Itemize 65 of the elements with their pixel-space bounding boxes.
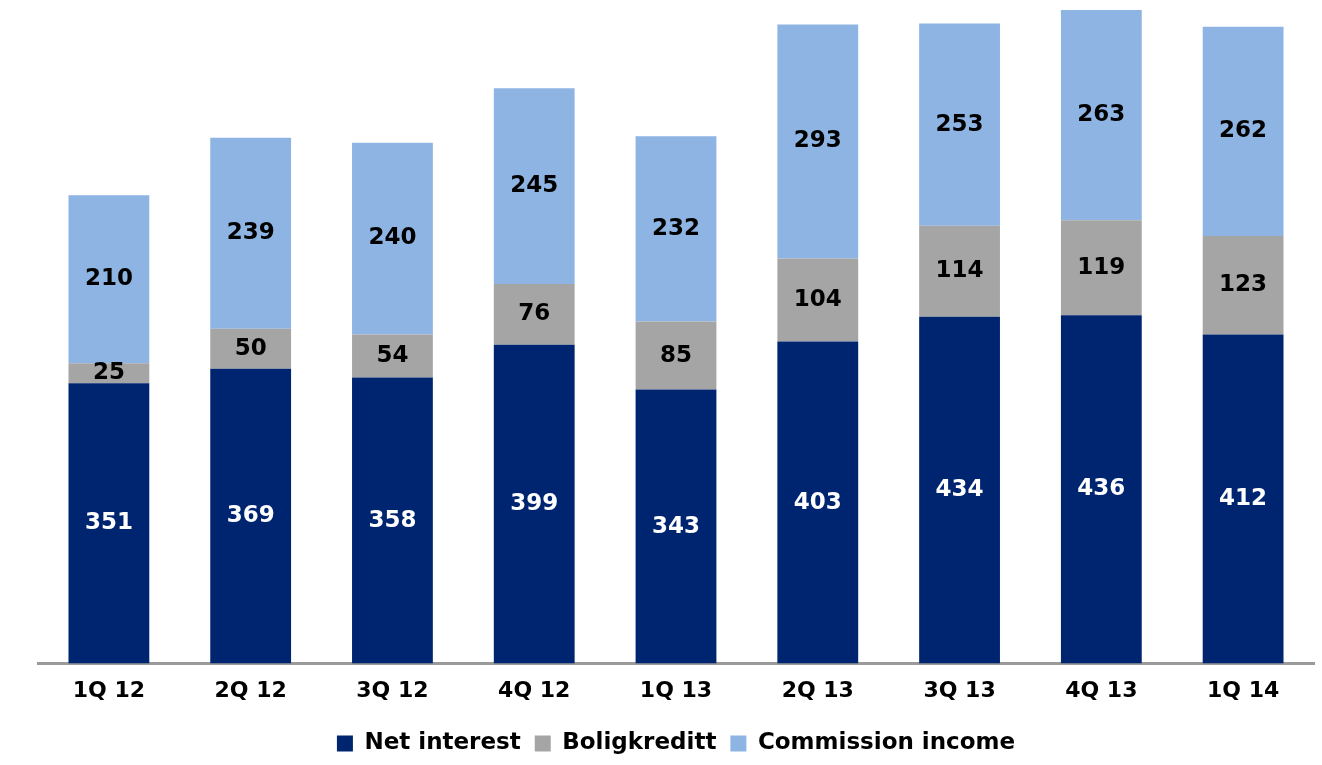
- data-label: 343: [651, 511, 701, 538]
- data-label: 434: [935, 475, 984, 502]
- bar: [68, 195, 150, 364]
- data-label: 436: [1077, 474, 1126, 501]
- data-label: 104: [793, 285, 842, 312]
- legend-label: Net interest: [364, 728, 521, 755]
- bar: [210, 368, 292, 664]
- bar: [777, 24, 859, 259]
- bar: [919, 23, 1000, 226]
- data-label: 123: [1219, 270, 1268, 297]
- data-label: 412: [1219, 483, 1268, 510]
- data-label: 210: [84, 264, 133, 291]
- bar: [1060, 220, 1142, 316]
- bar: [635, 136, 717, 322]
- data-label: 119: [1077, 252, 1126, 279]
- data-label: 358: [368, 505, 417, 532]
- data-label: 403: [793, 487, 842, 514]
- x-tick-label: 2Q 12: [214, 676, 287, 702]
- data-label: 239: [226, 218, 275, 245]
- data-label: 240: [368, 223, 417, 250]
- bar: [1060, 315, 1142, 664]
- bar: [1202, 236, 1284, 335]
- data-label: 25: [92, 358, 125, 385]
- bar: [68, 383, 150, 664]
- x-tick-label: 1Q 14: [1206, 676, 1280, 702]
- bar: [210, 328, 292, 369]
- data-label: 76: [518, 299, 551, 326]
- bar: [635, 321, 717, 390]
- bar: [635, 389, 717, 664]
- bar: [352, 334, 433, 378]
- bar: [1202, 26, 1284, 237]
- x-tick-label: 2Q 13: [781, 676, 854, 702]
- x-tick-label: 4Q 12: [498, 676, 571, 702]
- data-label: 262: [1219, 116, 1268, 143]
- x-tick-label: 1Q 13: [639, 676, 713, 702]
- legend-label: Boligkreditt: [562, 728, 717, 755]
- data-label: 54: [376, 340, 409, 367]
- legend-label: Commission income: [757, 728, 1016, 755]
- bar: [493, 284, 575, 345]
- bar: [919, 316, 1000, 664]
- bar: [493, 88, 575, 285]
- x-tick-label: 3Q 12: [356, 676, 429, 702]
- x-tick-label: 4Q 13: [1065, 676, 1138, 702]
- x-tick-label: 3Q 13: [923, 676, 996, 702]
- data-label: 399: [510, 489, 559, 516]
- data-label: 351: [84, 508, 133, 535]
- bar: [777, 258, 859, 342]
- bar: [352, 142, 433, 335]
- data-label: 253: [935, 109, 984, 136]
- data-label: 50: [234, 333, 267, 360]
- bar: [919, 225, 1000, 317]
- x-tick-label: 1Q 12: [72, 676, 146, 702]
- data-label: 245: [510, 171, 559, 198]
- data-label: 85: [659, 340, 693, 367]
- data-label: 114: [935, 256, 984, 283]
- bar: [493, 344, 575, 664]
- bar: [352, 377, 433, 664]
- data-label: 293: [793, 126, 842, 153]
- bar: [1060, 10, 1142, 221]
- data-label: 232: [651, 213, 701, 240]
- bar: [210, 137, 292, 329]
- data-label: 369: [226, 501, 275, 528]
- bar: [1202, 334, 1284, 664]
- bar: [777, 341, 859, 664]
- data-label: 263: [1077, 100, 1126, 127]
